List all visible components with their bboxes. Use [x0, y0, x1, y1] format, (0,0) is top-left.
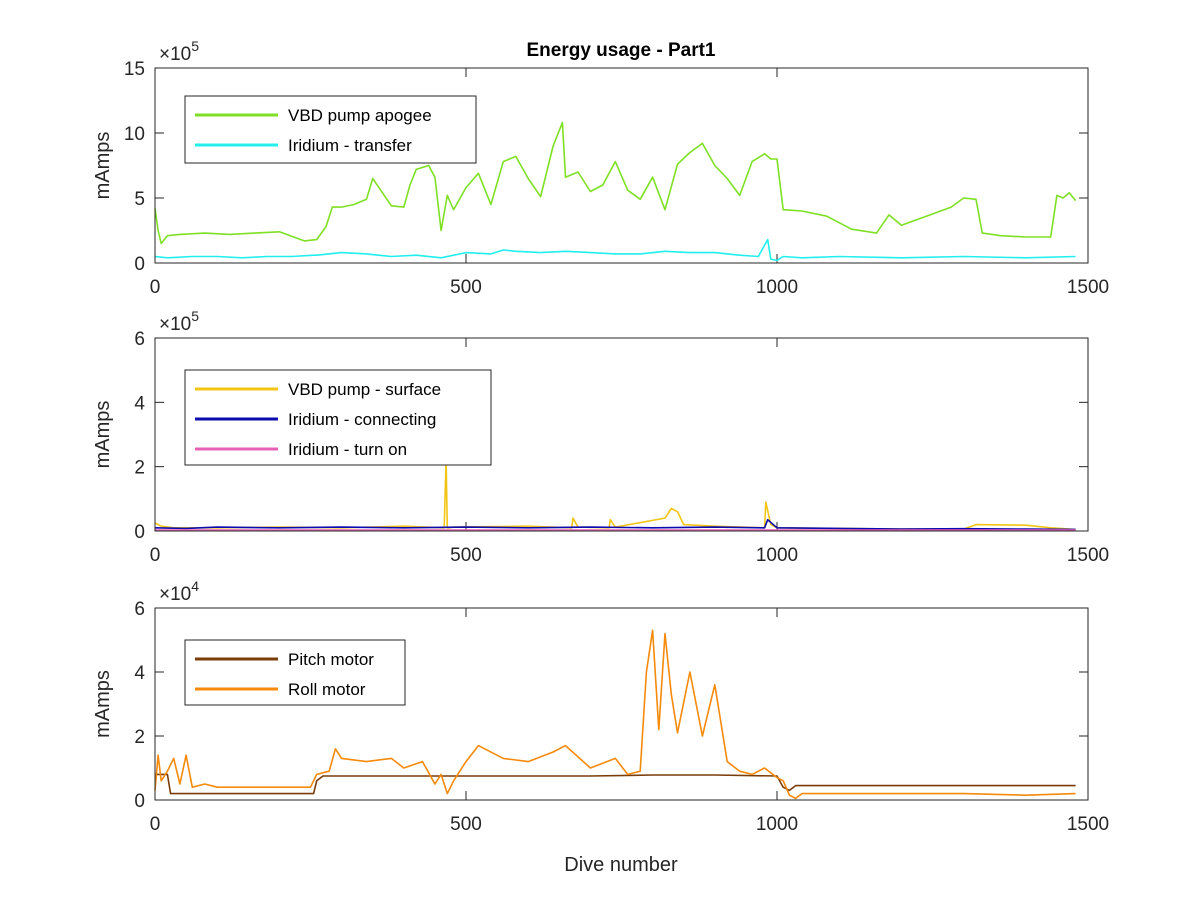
- legend-box: [184, 95, 477, 164]
- x-tick-label: 1500: [1067, 814, 1109, 835]
- legend: VBD pump apogee Iridium - transfer: [184, 95, 477, 164]
- x-tick-label: 1000: [756, 545, 798, 566]
- y-exponent-label: ×105: [159, 38, 199, 65]
- series-line-2: [154, 238, 1076, 262]
- legend-entry-label: VBD pump - surface: [288, 380, 441, 399]
- y-exponent-label: ×104: [159, 578, 199, 605]
- x-tick-label: 0: [150, 545, 161, 566]
- legend: VBD pump - surface Iridium - connecting Ir…: [184, 369, 492, 466]
- series-line-1: [154, 121, 1077, 245]
- x-tick-label: 0: [150, 814, 161, 835]
- y-axis-label: mAmps: [92, 401, 114, 469]
- x-tick-label: 500: [450, 814, 482, 835]
- y-axis-label: mAmps: [92, 670, 114, 738]
- legend-entry-label: Iridium - connecting: [288, 410, 436, 429]
- legend-entry-label: VBD pump apogee: [288, 106, 432, 125]
- series-line-1: [155, 773, 1076, 795]
- subplot-panels: 0 500 1000 1500 0 5 10 15 ×105 mAmps VBD pump apog…: [92, 38, 1109, 835]
- y-tick-label: 0: [134, 254, 145, 275]
- y-tick-label: 15: [124, 59, 145, 80]
- x-tick-label: 1000: [756, 277, 798, 298]
- x-tick-label: 1500: [1067, 277, 1109, 298]
- plot-frame: [154, 607, 1089, 801]
- y-axis-label: mAmps: [92, 132, 114, 200]
- x-tick-label: 500: [450, 545, 482, 566]
- legend-entry-label: Iridium - transfer: [288, 136, 412, 155]
- legend-box: [184, 639, 406, 706]
- y-tick-label: 5: [134, 189, 145, 210]
- y-tick-label: 0: [134, 791, 145, 812]
- x-tick-label: 0: [150, 277, 161, 298]
- y-exponent-label: ×105: [159, 308, 199, 335]
- y-tick-label: 0: [134, 522, 145, 543]
- y-tick-label: 2: [134, 727, 145, 748]
- plot-frame: [154, 337, 1089, 532]
- subplot-3: 0 500 1000 1500 0 2 4 6 ×104 mAmps Pitch motor Roll…: [92, 578, 1109, 835]
- subplot-2: 0 500 1000 1500 0 2 4 6 ×105 mAmps VBD pump - surf…: [92, 308, 1109, 566]
- series-line-2: [154, 629, 1076, 800]
- y-tick-label: 4: [134, 663, 145, 684]
- y-tick-label: 4: [134, 393, 145, 414]
- subplot-1: 0 500 1000 1500 0 5 10 15 ×105 mAmps VBD pump apog…: [92, 38, 1109, 298]
- legend-entry-label: Roll motor: [288, 680, 366, 699]
- series-line-2: [154, 518, 1076, 531]
- y-tick-label: 6: [134, 329, 145, 350]
- x-tick-label: 500: [450, 277, 482, 298]
- legend: Pitch motor Roll motor: [184, 639, 406, 706]
- legend-entry-label: Pitch motor: [288, 650, 374, 669]
- plot-frame: [154, 67, 1089, 264]
- y-tick-label: 6: [134, 599, 145, 620]
- x-axis-label: Dive number: [564, 854, 678, 876]
- figure-title: Energy usage - Part1: [526, 40, 715, 61]
- legend-entry-label: Iridium - turn on: [288, 440, 407, 459]
- y-tick-label: 10: [124, 124, 145, 145]
- x-tick-label: 1500: [1067, 545, 1109, 566]
- x-tick-label: 1000: [756, 814, 798, 835]
- y-tick-label: 2: [134, 458, 145, 479]
